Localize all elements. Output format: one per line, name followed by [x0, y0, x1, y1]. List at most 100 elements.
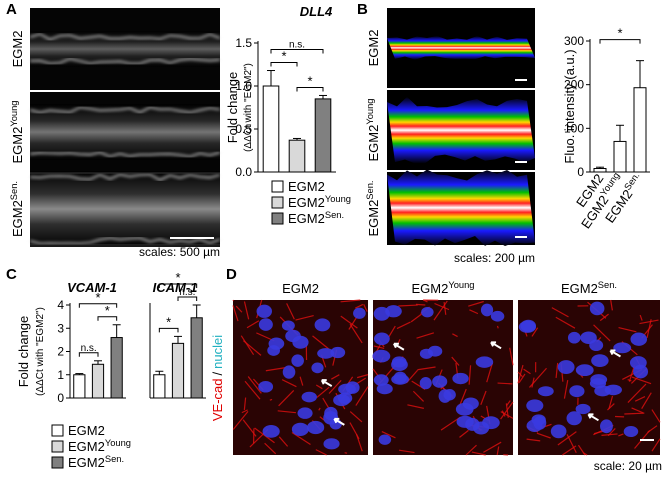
stain-1: VE-cad — [210, 378, 225, 421]
image-detail — [465, 444, 477, 456]
label-base: EGM2 — [366, 30, 381, 67]
significance-label: * — [166, 314, 171, 329]
image-detail — [518, 320, 536, 333]
image-detail — [264, 442, 277, 455]
image-detail — [354, 303, 364, 309]
image-detail — [455, 402, 474, 416]
image-detail — [363, 303, 368, 312]
image-detail — [232, 299, 235, 302]
image-detail — [618, 433, 624, 437]
image-detail — [486, 363, 493, 383]
image-detail — [575, 364, 594, 377]
row-label: EGM2Young — [365, 98, 381, 161]
label-base: EGM2 — [68, 423, 105, 438]
label-base: EGM2 — [288, 195, 325, 210]
image-detail — [531, 377, 535, 388]
y-tick-label: 300 — [564, 34, 584, 48]
image-detail — [593, 324, 611, 342]
image-detail — [567, 331, 581, 344]
row-label: EGM2 — [366, 30, 381, 67]
significance-label: * — [95, 290, 100, 305]
y-tick-label: 0.5 — [235, 122, 252, 136]
image-detail — [353, 307, 366, 319]
legend-label: EGM2Young — [68, 438, 131, 454]
panel-letter: D — [226, 266, 237, 283]
column-label: EGM2Sen. — [561, 280, 617, 296]
image-detail — [29, 237, 221, 245]
image-detail — [349, 422, 360, 440]
chart-title: DLL4 — [300, 4, 333, 19]
image-detail — [278, 436, 289, 447]
column-label: EGM2Young — [411, 280, 474, 296]
image-detail — [506, 400, 511, 407]
row-label: EGM2Young — [9, 100, 25, 163]
significance-label: n.s. — [179, 287, 195, 298]
image-detail — [443, 389, 456, 401]
legend-swatch — [51, 440, 64, 453]
image-detail — [398, 304, 418, 307]
image-detail — [647, 425, 658, 433]
y-tick-label: 1 — [57, 368, 64, 382]
image-detail — [451, 356, 460, 366]
stain-label: VE-cad / nuclei — [210, 335, 225, 421]
image-detail — [297, 407, 313, 419]
y-axis-label: Fold change — [225, 72, 240, 144]
image-detail — [393, 371, 407, 384]
image-detail — [623, 426, 639, 438]
image-detail — [315, 449, 327, 456]
image-detail — [651, 409, 661, 423]
label-base: EGM2 — [366, 200, 381, 237]
significance-bracket — [78, 303, 118, 308]
label-base: EGM2 — [68, 439, 105, 454]
y-tick-label: 200 — [564, 78, 584, 92]
image-detail — [419, 348, 434, 359]
image-detail — [30, 31, 220, 67]
stain-2: nuclei — [210, 335, 225, 369]
label-base: EGM2 — [288, 179, 325, 194]
image-detail — [319, 416, 325, 421]
label-superscript: Sen. — [325, 210, 344, 220]
legend-label: EGM2Young — [288, 194, 351, 210]
image-detail — [505, 403, 509, 418]
bar — [262, 85, 280, 173]
image-detail — [315, 384, 323, 390]
image-detail — [569, 385, 585, 398]
label-superscript: Young — [448, 280, 474, 290]
panel-letter: B — [357, 1, 368, 18]
y-tick-label: 0.0 — [235, 165, 252, 179]
image-detail — [381, 431, 396, 439]
image-detail — [396, 321, 411, 330]
image-detail — [496, 446, 500, 456]
image-detail — [432, 375, 448, 388]
image-detail — [282, 365, 296, 379]
image-detail — [407, 404, 424, 409]
image-detail — [29, 33, 221, 41]
image-detail — [417, 366, 436, 371]
legend-label: EGM2 — [68, 423, 105, 438]
image-detail — [609, 349, 621, 358]
image-detail — [244, 380, 261, 400]
image-detail — [340, 299, 361, 303]
significance-bracket — [78, 352, 99, 357]
image-detail — [517, 371, 523, 378]
image-detail — [561, 445, 577, 456]
image-detail — [349, 411, 363, 423]
image-detail — [575, 403, 591, 415]
legend-label: EGM2Sen. — [68, 454, 124, 470]
y-tick-label: 0 — [577, 165, 584, 179]
image-detail — [587, 413, 599, 422]
image-detail — [497, 382, 513, 385]
image-detail — [482, 416, 500, 430]
image-detail — [387, 169, 535, 246]
significance-bracket — [97, 316, 118, 321]
legend-swatch — [51, 456, 64, 469]
image-detail — [301, 391, 317, 403]
image-detail — [373, 374, 389, 386]
row-label: EGM2 — [10, 31, 25, 68]
image-detail — [277, 410, 296, 414]
label-base: EGM2 — [10, 127, 25, 164]
y-tick-label: 3 — [57, 321, 64, 335]
image-detail — [314, 318, 331, 332]
image-detail — [243, 301, 250, 320]
